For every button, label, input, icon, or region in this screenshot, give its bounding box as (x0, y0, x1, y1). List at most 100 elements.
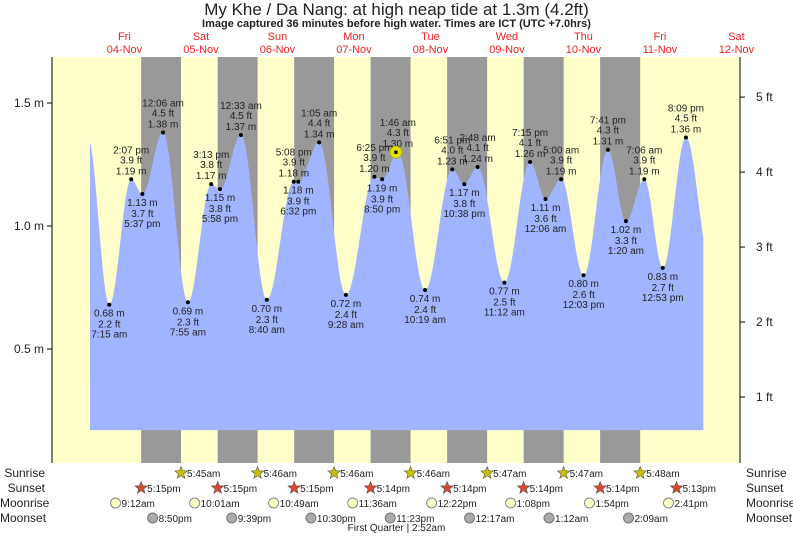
sunset-time: 5:14pm (606, 484, 639, 495)
day-label: Wed (496, 31, 518, 43)
tide-time-label: 3:13 pm (193, 150, 229, 161)
tide-ft-label: 3.9 ft (363, 153, 385, 164)
y-tick-label-ft: 4 ft (756, 165, 773, 179)
sunrise-icon (480, 465, 495, 479)
tide-time-label: 1:46 am (380, 118, 416, 129)
tide-time-label: 12:53 pm (642, 293, 684, 304)
tide-time-label: 1:05 am (301, 108, 337, 119)
tide-point (140, 192, 145, 197)
tide-m-label: 0.72 m (331, 299, 362, 310)
tide-time-label: 12:03 pm (563, 300, 605, 311)
tide-point (296, 179, 301, 184)
date-label: 07-Nov (336, 44, 372, 56)
sunset-row-label: Sunset (7, 481, 45, 495)
moonrise-row-label: Moonrise (0, 496, 50, 510)
tide-m-label: 1.31 m (593, 137, 624, 148)
tide-m-label: 1.24 m (462, 154, 493, 165)
current-tide-dot (394, 150, 398, 154)
tide-ft-label: 2.5 ft (493, 298, 515, 309)
sunset-time: 5:15pm (147, 484, 180, 495)
moonrise-time: 2:41pm (675, 499, 708, 510)
tide-time-label: 7:41 pm (590, 116, 626, 127)
tide-point (543, 196, 548, 201)
tide-time-label: 12:06 am (142, 99, 184, 110)
sunset-icon (593, 480, 608, 494)
tide-time-label: 8:09 pm (668, 103, 704, 114)
tide-m-label: 1.18 m (283, 186, 314, 197)
sunset-time: 5:14pm (377, 484, 410, 495)
tide-point (660, 265, 665, 270)
moonrise-icon (663, 497, 675, 509)
tide-m-label: 1.19 m (546, 166, 577, 177)
y-tick-label-m: 1.0 m (14, 219, 44, 233)
tide-ft-label: 4.3 ft (597, 126, 619, 137)
moonset-time: 12:17am (476, 514, 515, 525)
tide-m-label: 0.74 m (410, 294, 441, 305)
moonset-time: 1:12am (555, 514, 588, 525)
tide-ft-label: 3.9 ft (550, 155, 572, 166)
moonrise-icon (110, 497, 122, 509)
tide-time-label: 5:00 am (543, 145, 579, 156)
tide-ft-label: 4.0 ft (441, 145, 463, 156)
sunrise-time: 5:47am (493, 469, 526, 480)
moonset-time: 2:09am (635, 514, 668, 525)
tide-ft-label: 2.4 ft (335, 310, 357, 321)
tide-ft-label: 3.7 ft (131, 209, 153, 220)
sunset-icon (210, 480, 225, 494)
moonset-icon (543, 512, 555, 524)
tide-point (317, 140, 322, 145)
tide-time-label: 5:37 pm (124, 219, 160, 230)
tide-point (161, 130, 166, 135)
tide-time-label: 8:50 pm (364, 204, 400, 215)
tide-point (559, 177, 564, 182)
tide-ft-label: 3.9 ft (120, 155, 142, 166)
tide-time-label: 9:28 am (328, 320, 364, 331)
sunrise-time: 5:46am (417, 469, 450, 480)
date-label: 10-Nov (566, 44, 602, 56)
sunrise-time: 5:46am (264, 469, 297, 480)
tide-m-label: 0.80 m (568, 279, 599, 290)
tide-time-label: 6:51 pm (434, 135, 470, 146)
tide-ft-label: 3.9 ft (283, 158, 305, 169)
tide-ft-label: 3.8 ft (453, 199, 475, 210)
tide-m-label: 0.69 m (173, 306, 204, 317)
tide-time-label: 5:58 pm (202, 214, 238, 225)
y-tick-label-ft: 2 ft (756, 315, 773, 329)
sunset-time: 5:14pm (453, 484, 486, 495)
tide-point (238, 132, 243, 137)
sunrise-row-label: Sunrise (4, 466, 45, 480)
moonset-time: 11:23pm (396, 514, 434, 525)
sunset-time: 5:15pm (300, 484, 333, 495)
sunrise-time: 5:46am (340, 469, 373, 480)
tide-ft-label: 3.8 ft (209, 204, 231, 215)
moonset-icon (384, 512, 396, 524)
tide-point (475, 164, 480, 169)
tide-m-label: 1.20 m (359, 164, 390, 175)
sunset-time: 5:13pm (683, 484, 716, 495)
tide-time-label: 10:38 pm (443, 209, 485, 220)
y-tick-label-ft: 3 ft (756, 240, 773, 254)
date-label: 04-Nov (107, 44, 143, 56)
tide-ft-label: 2.6 ft (572, 290, 594, 301)
tide-m-label: 1.19 m (629, 166, 660, 177)
y-tick-label-m: 0.5 m (14, 342, 44, 356)
sunrise-time: 5:48am (646, 469, 679, 480)
tide-time-label: 7:06 am (626, 145, 662, 156)
tide-point (343, 292, 348, 297)
y-tick-label-ft: 5 ft (756, 90, 773, 104)
sunrise-icon (633, 465, 648, 479)
day-label: Sat (728, 31, 745, 43)
moon-phase: First Quarter | 2:52am (347, 523, 446, 534)
sunset-icon (363, 480, 378, 494)
tide-m-label: 1.17 m (196, 171, 227, 182)
moonrise-icon (426, 497, 438, 509)
tide-m-label: 1.26 m (515, 149, 546, 160)
tide-m-label: 1.19 m (116, 166, 147, 177)
tide-time-label: 7:55 am (170, 327, 206, 338)
tide-ft-label: 4.3 ft (387, 128, 409, 139)
moonrise-icon (584, 497, 596, 509)
tide-point (380, 177, 385, 182)
tide-m-label: 1.37 m (226, 122, 257, 133)
moonrise-time: 1:08pm (517, 499, 550, 510)
tide-ft-label: 3.8 ft (200, 160, 222, 171)
